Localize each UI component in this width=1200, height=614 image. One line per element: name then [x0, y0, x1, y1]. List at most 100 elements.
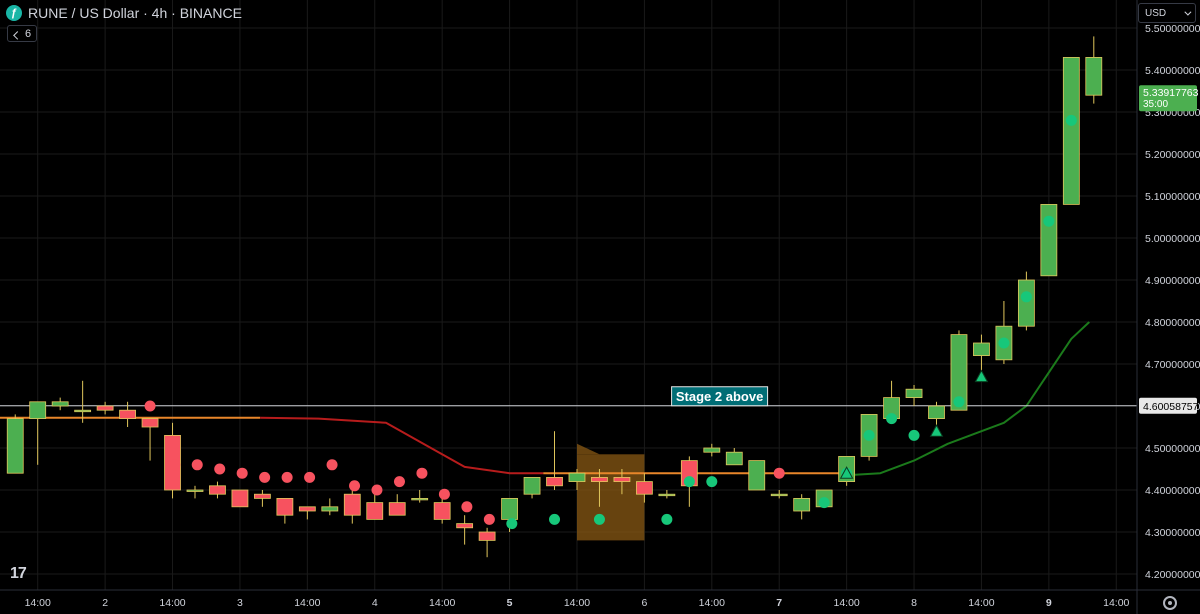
candle: [321, 498, 339, 516]
candle-body: [725, 451, 743, 466]
stage-label-bg: [671, 386, 769, 407]
currency-selector[interactable]: USD: [1138, 3, 1196, 23]
last-price-bg: [1139, 85, 1197, 112]
candle: [1062, 57, 1080, 205]
candle-body: [1062, 57, 1080, 205]
red-trend-line: [260, 416, 544, 475]
signal-dot-green: [908, 429, 920, 441]
candle-body: [74, 409, 92, 413]
candle-body: [51, 401, 69, 407]
candle: [1040, 203, 1058, 277]
signal-dot-red: [259, 471, 271, 483]
settings-gear-icon[interactable]: [1163, 596, 1177, 610]
signal-dot-green: [549, 513, 561, 525]
signal-triangle-green: [839, 466, 854, 479]
time-tick-label: 14:00: [294, 597, 320, 609]
candle: [411, 490, 429, 503]
level-price-label: 4.60058757: [1139, 397, 1199, 414]
candle: [51, 397, 69, 411]
candle-body: [119, 409, 136, 420]
signal-dot-red: [371, 484, 383, 496]
candle: [209, 481, 226, 499]
signal-dot-green: [886, 413, 898, 425]
signal-dot-green: [506, 518, 518, 530]
candle: [613, 469, 631, 495]
candle-body: [366, 502, 384, 520]
signal-dot-red: [326, 459, 338, 471]
candle: [995, 301, 1013, 364]
candle: [793, 494, 811, 520]
time-tick-label: 5: [507, 597, 513, 609]
candle: [254, 490, 271, 507]
tradingview-logo[interactable]: 17: [10, 565, 27, 582]
signal-dot-green: [593, 513, 605, 525]
indicators-toggle[interactable]: 6: [7, 25, 38, 42]
candle-body: [456, 523, 474, 529]
signal-dot-red: [393, 476, 405, 488]
price-tick-label: 4.70000000: [1145, 359, 1200, 371]
candle: [748, 460, 766, 491]
candle: [478, 527, 496, 558]
candle: [343, 485, 361, 524]
candle-body: [298, 506, 316, 512]
candle: [703, 443, 721, 457]
currency-label: USD: [1145, 7, 1167, 19]
candle-body: [770, 493, 788, 497]
candle-body: [6, 418, 24, 474]
candle: [74, 380, 92, 423]
signal-dot-red: [169, 459, 181, 471]
time-tick-label: 3: [237, 597, 243, 609]
time-tick-label: 2: [102, 597, 108, 609]
time-tick-label: 14:00: [25, 597, 51, 609]
candle: [96, 401, 114, 415]
level-price-bg: [1139, 397, 1197, 414]
stage-label-text: Stage 2 above: [676, 389, 763, 404]
candle: [388, 494, 406, 516]
time-tick-label: 14:00: [833, 597, 859, 609]
candle-body: [748, 460, 766, 491]
rune-logo-icon: ƒ: [6, 5, 22, 21]
candle: [1085, 36, 1103, 104]
signal-dot-red: [416, 467, 428, 479]
signal-dot-red: [236, 467, 248, 479]
candle: [568, 469, 586, 490]
candle-body: [546, 476, 563, 487]
candle: [231, 489, 249, 508]
symbol-title: RUNE / US Dollar · 4h · BINANCE: [28, 5, 242, 21]
signal-dot-red: [304, 471, 316, 483]
signal-dot-green: [1020, 291, 1032, 303]
candle: [523, 476, 541, 499]
signal-dot-green: [818, 497, 830, 509]
candle-body: [1040, 203, 1058, 277]
candle: [6, 414, 24, 474]
candle: [456, 515, 474, 545]
signal-dot-red: [214, 463, 226, 475]
candle: [119, 401, 136, 427]
candle: [770, 490, 788, 499]
candle-body: [29, 401, 47, 419]
chevron-down-icon: [1184, 8, 1192, 16]
candle-body: [973, 342, 990, 357]
candle-body: [905, 388, 923, 399]
candle: [276, 497, 294, 524]
countdown-text: 35:00: [1143, 99, 1168, 110]
signal-dot-red: [461, 501, 473, 513]
level-price-text: 4.60058757: [1143, 401, 1199, 413]
candle: [1017, 271, 1035, 331]
candle-body: [613, 476, 631, 482]
candle-body: [254, 493, 271, 499]
candle-body: [478, 531, 496, 541]
candle-body: [523, 476, 541, 495]
price-tick-label: 4.20000000: [1145, 569, 1200, 581]
price-tick-label: 5.00000000: [1145, 233, 1200, 245]
time-tick-label: 6: [641, 597, 647, 609]
candle: [298, 506, 316, 520]
candle-body: [321, 506, 339, 512]
candle-body: [568, 472, 586, 483]
symbol-header[interactable]: ƒ RUNE / US Dollar · 4h · BINANCE: [6, 4, 242, 22]
stage-box-zone: [576, 454, 645, 541]
price-tick-label: 4.50000000: [1145, 443, 1200, 455]
candle: [635, 473, 653, 503]
